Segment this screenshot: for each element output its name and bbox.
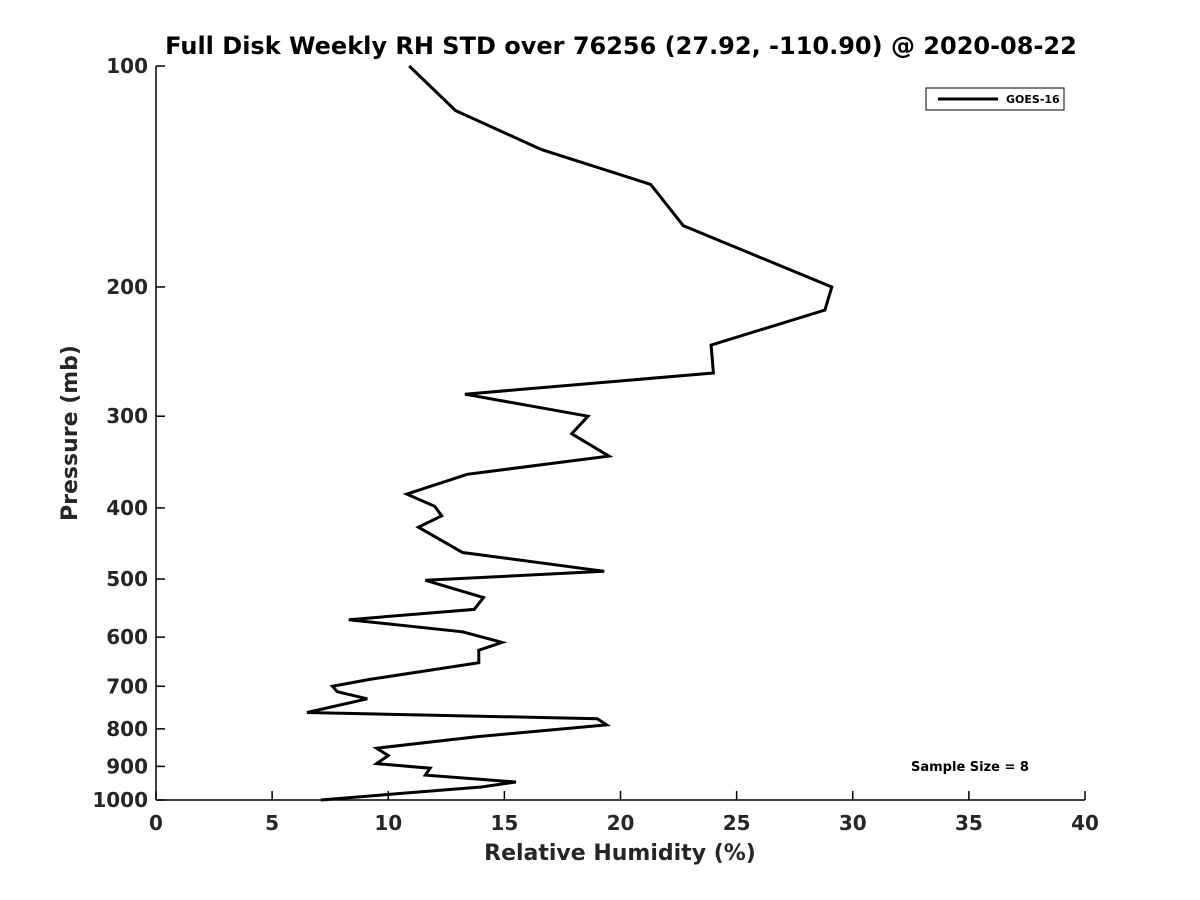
x-tick-label: 10 [374, 811, 402, 835]
y-tick-label: 300 [106, 404, 148, 428]
x-tick-label: 5 [265, 811, 279, 835]
y-tick-label: 900 [106, 754, 148, 778]
chart-title: Full Disk Weekly RH STD over 76256 (27.9… [165, 32, 1077, 60]
plot-area [156, 66, 1085, 800]
x-tick-label: 15 [490, 811, 518, 835]
x-axis-label: Relative Humidity (%) [484, 841, 756, 866]
x-tick-label: 0 [149, 811, 163, 835]
x-tick-label: 40 [1071, 811, 1099, 835]
x-tick-label: 20 [607, 811, 635, 835]
y-tick-label: 600 [106, 625, 148, 649]
legend: GOES-16 [925, 87, 1065, 111]
y-axis-label: Pressure (mb) [58, 345, 83, 521]
series-line-goes-16 [306, 64, 834, 802]
y-tick-label: 500 [106, 567, 148, 591]
x-tick-label: 35 [955, 811, 983, 835]
legend-label: GOES-16 [1006, 93, 1060, 106]
y-tick-label: 800 [106, 717, 148, 741]
y-tick-label: 1000 [92, 788, 148, 812]
y-tick-label: 700 [106, 674, 148, 698]
y-tick-label: 400 [106, 496, 148, 520]
y-tick-label: 200 [106, 275, 148, 299]
x-tick-label: 25 [723, 811, 751, 835]
sample-size-annotation: Sample Size = 8 [911, 760, 1029, 775]
tick-marks [155, 65, 1086, 801]
x-tick-label: 30 [839, 811, 867, 835]
tick-labels: 0 5 10 15 20 25 30 35 40 100 200 300 400 500 600 700 800… [92, 54, 1099, 835]
y-tick-label: 100 [106, 54, 148, 78]
